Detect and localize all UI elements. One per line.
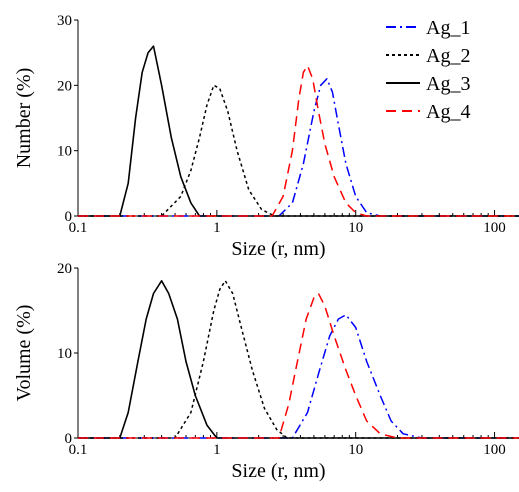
legend-label: Ag_1 <box>426 17 470 39</box>
x-tick-label: 1 <box>213 220 221 236</box>
x-tick-label: 0.1 <box>69 220 88 236</box>
y-tick-label: 30 <box>57 13 72 29</box>
y-axis-title: Number (%) <box>13 68 35 169</box>
x-tick-label: 0.1 <box>69 442 88 458</box>
chart-panel-2: 0 10 20 0.1 1 10 100 Size (r, nm) Volume (%) <box>13 261 519 482</box>
legend: Ag_1 Ag_2 Ag_3 Ag_4 <box>386 17 470 123</box>
series-line-ag-2 <box>78 84 519 217</box>
y-tick-label: 20 <box>57 261 72 277</box>
y-tick-label: 10 <box>57 144 72 160</box>
series-line-ag-4 <box>78 64 519 217</box>
x-tick-label: 100 <box>483 220 506 236</box>
series-line-ag-4 <box>78 292 519 439</box>
legend-label: Ag_4 <box>426 101 470 123</box>
chart-panel-1: 0 10 20 30 0.1 1 10 100 Size (r, nm) Number (%) Ag… <box>13 13 519 260</box>
series-line-ag-3 <box>78 45 519 217</box>
x-tick-label: 1 <box>213 442 221 458</box>
y-tick-label: 0 <box>65 431 73 447</box>
x-tick-label: 10 <box>348 220 363 236</box>
y-tick-label: 10 <box>57 346 72 362</box>
x-tick-label: 10 <box>348 442 363 458</box>
series-line-ag-1 <box>78 314 519 439</box>
series-line-ag-1 <box>78 78 519 217</box>
y-axis-title: Volume (%) <box>13 305 35 402</box>
y-tick-label: 20 <box>57 78 72 94</box>
legend-label: Ag_3 <box>426 73 470 95</box>
series-line-ag-2 <box>78 280 519 439</box>
y-tick-label: 0 <box>65 209 73 225</box>
x-tick-label: 100 <box>483 442 506 458</box>
x-axis-title: Size (r, nm) <box>231 238 325 260</box>
series-line-ag-3 <box>78 280 519 439</box>
x-axis-title: Size (r, nm) <box>231 460 325 482</box>
legend-label: Ag_2 <box>426 45 470 67</box>
